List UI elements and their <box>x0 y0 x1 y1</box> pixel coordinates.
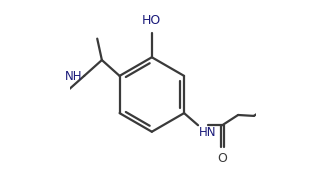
Text: O: O <box>217 152 227 165</box>
Text: NH: NH <box>65 70 82 83</box>
Text: HO: HO <box>142 15 161 27</box>
Text: HN: HN <box>199 126 216 139</box>
